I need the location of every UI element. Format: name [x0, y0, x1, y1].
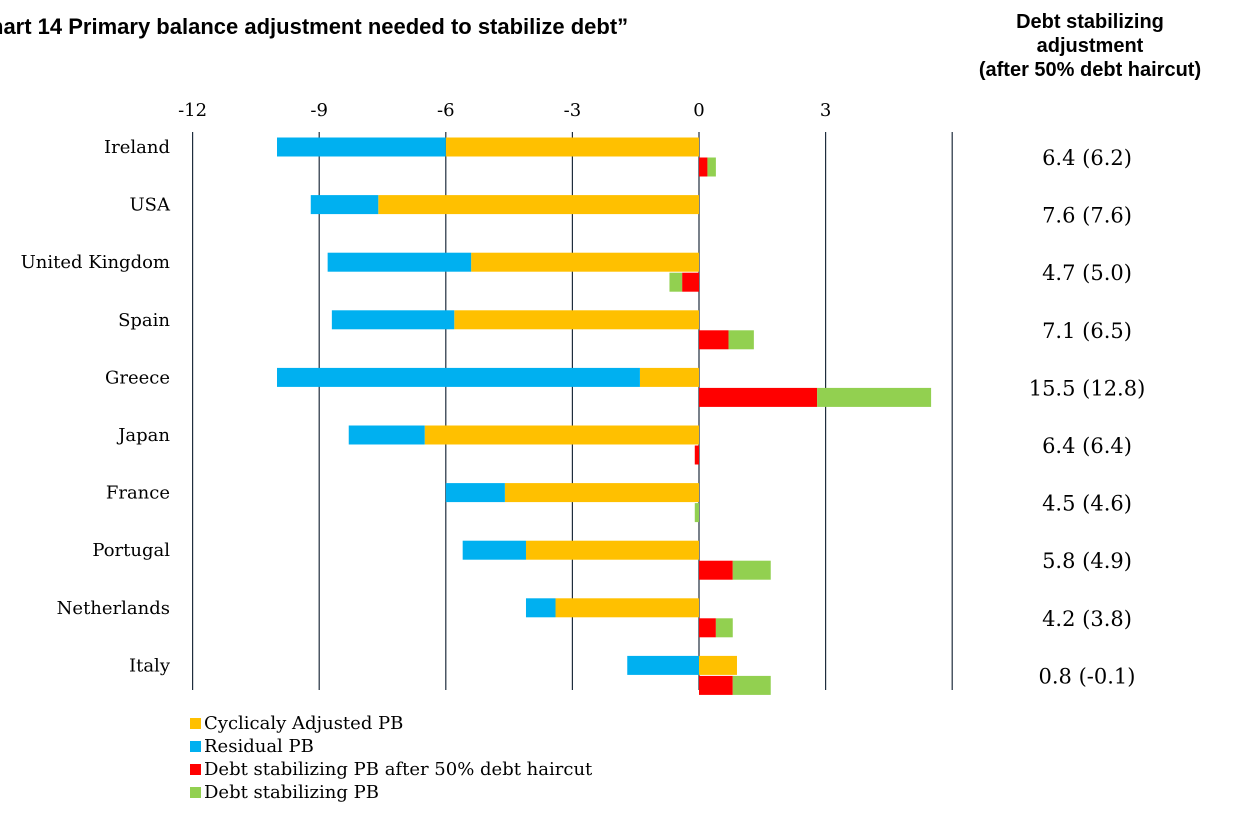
- bar-segment-stabilizing: [732, 675, 771, 695]
- legend-label: Debt stabilizing PB after 50% debt hairc…: [204, 759, 593, 780]
- category-label: Japan: [116, 425, 170, 446]
- bar-segment-cyclical: [454, 310, 699, 330]
- x-tick-label: -6: [437, 100, 455, 121]
- legend-item: Debt stabilizing PB: [190, 781, 592, 804]
- adjustment-value: 4.7 (5.0): [1042, 261, 1132, 285]
- adjustment-header-line-1: Debt stabilizing: [1016, 11, 1164, 33]
- bar-segment-stabilizing: [817, 387, 932, 407]
- bar-segment-haircut: [699, 330, 729, 350]
- bar-segment-cyclical: [555, 598, 699, 618]
- legend-swatch: [190, 787, 201, 798]
- legend-item: Residual PB: [190, 735, 592, 758]
- bar-segment-haircut: [699, 675, 733, 695]
- legend-label: Debt stabilizing PB: [204, 782, 379, 803]
- bar-segment-stabilizing: [669, 272, 683, 292]
- adjustment-value: 0.8 (-0.1): [1039, 664, 1136, 688]
- bar-segment-cyclical: [471, 252, 699, 272]
- bar-segment-residual: [327, 252, 472, 272]
- x-tick-label: 3: [820, 100, 831, 121]
- adjustment-values: 6.4 (6.2) 7.6 (7.6) 4.7 (5.0) 7.1 (6.5) 15.5…: [1029, 146, 1146, 688]
- adjustment-value: 4.5 (4.6): [1042, 492, 1132, 516]
- x-tick-label: -9: [310, 100, 328, 121]
- bar-segment-residual: [331, 310, 455, 330]
- bar-segment-stabilizing: [715, 618, 733, 638]
- legend-swatch: [190, 718, 201, 729]
- bar-segment-cyclical: [504, 483, 699, 503]
- adjustment-value: 6.4 (6.4): [1042, 434, 1132, 458]
- bar-segment-stabilizing: [728, 330, 754, 350]
- category-label: Netherlands: [57, 598, 170, 619]
- bar-segment-residual: [462, 540, 526, 560]
- bar-segment-residual: [348, 425, 425, 445]
- bar-segment-stabilizing: [694, 503, 699, 523]
- category-label: France: [106, 483, 170, 504]
- adjustment-value: 4.2 (3.8): [1042, 607, 1132, 631]
- category-label: United Kingdom: [21, 252, 170, 273]
- adjustment-header-line-2: adjustment: [1036, 35, 1144, 57]
- bar-segment-cyclical: [639, 367, 699, 387]
- category-label: USA: [130, 195, 172, 216]
- adjustment-column-header: Debt stabilizing adjustment (after 50% d…: [940, 10, 1239, 82]
- bar-segment-cyclical: [525, 540, 699, 560]
- category-label: Ireland: [104, 137, 170, 158]
- adjustment-value: 15.5 (12.8): [1029, 376, 1146, 400]
- bar-segment-haircut: [699, 387, 818, 407]
- legend-item: Debt stabilizing PB after 50% debt hairc…: [190, 758, 592, 781]
- bar-segment-haircut: [699, 560, 733, 580]
- bars: [277, 137, 932, 695]
- bar-segment-haircut: [699, 157, 708, 177]
- bar-segment-residual: [277, 367, 640, 387]
- category-labels: Ireland USA United Kingdom Spain Greece Japan…: [21, 137, 171, 676]
- bar-segment-haircut: [699, 618, 716, 638]
- x-tick-label: -3: [564, 100, 582, 121]
- bar-segment-cyclical: [445, 137, 699, 157]
- bar-segment-residual: [627, 655, 699, 675]
- legend-swatch: [190, 764, 201, 775]
- chart-title: hart 14 Primary balance adjustment neede…: [0, 14, 629, 39]
- adjustment-value: 6.4 (6.2): [1042, 146, 1132, 170]
- bar-segment-stabilizing: [732, 560, 771, 580]
- category-label: Portugal: [92, 540, 170, 561]
- bar-segment-residual: [525, 598, 556, 618]
- x-axis-ticks: -12 -9 -6 -3 0 3: [178, 100, 831, 121]
- gridlines: [192, 132, 953, 690]
- bar-segment-cyclical: [699, 655, 737, 675]
- adjustment-value: 7.1 (6.5): [1042, 319, 1132, 343]
- adjustment-value: 5.8 (4.9): [1042, 549, 1132, 573]
- x-tick-label: -12: [178, 100, 207, 121]
- category-label: Italy: [129, 655, 171, 676]
- bar-segment-cyclical: [378, 195, 699, 215]
- bar-segment-stabilizing: [707, 157, 716, 177]
- legend: Cyclicaly Adjusted PB Residual PB Debt sta…: [190, 712, 592, 804]
- category-label: Spain: [118, 310, 170, 331]
- x-tick-label: 0: [693, 100, 704, 121]
- legend-item: Cyclicaly Adjusted PB: [190, 712, 592, 735]
- adjustment-value: 7.6 (7.6): [1042, 204, 1132, 228]
- bar-segment-haircut: [682, 272, 699, 292]
- legend-label: Residual PB: [204, 736, 314, 757]
- adjustment-header-line-3: (after 50% debt haircut): [978, 59, 1202, 81]
- bar-segment-cyclical: [424, 425, 699, 445]
- bar-segment-residual: [310, 195, 379, 215]
- bar-segment-haircut: [694, 445, 699, 465]
- legend-swatch: [190, 741, 201, 752]
- legend-label: Cyclicaly Adjusted PB: [204, 713, 404, 734]
- bar-segment-residual: [445, 483, 505, 503]
- bar-segment-residual: [277, 137, 446, 157]
- category-label: Greece: [105, 367, 170, 388]
